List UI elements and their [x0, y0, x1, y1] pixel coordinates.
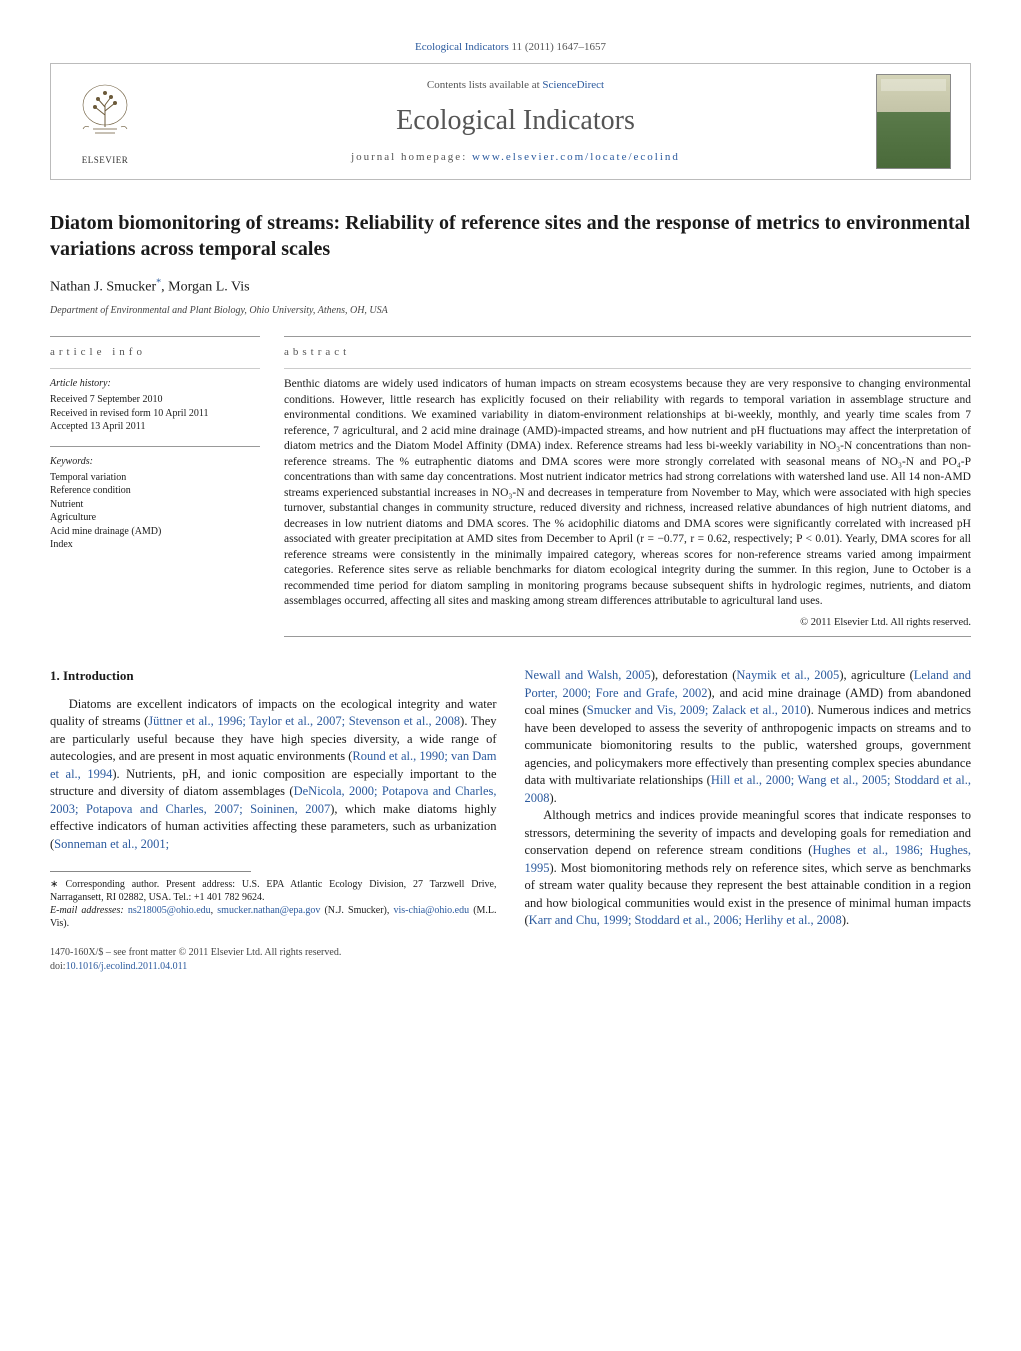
email-suffix: (N.J. Smucker), — [320, 905, 389, 916]
citation-link[interactable]: Karr and Chu, 1999; Stoddard et al., 200… — [529, 913, 842, 927]
sciencedirect-link[interactable]: ScienceDirect — [542, 79, 604, 91]
journal-banner: ELSEVIER Contents lists available at Sci… — [50, 63, 971, 180]
corr-text: Corresponding author. Present address: U… — [50, 879, 497, 903]
email-link-2[interactable]: smucker.nathan@epa.gov — [217, 905, 320, 916]
keyword-item: Acid mine drainage (AMD) — [50, 525, 260, 539]
email-link-1[interactable]: ns218005@ohio.edu — [128, 905, 211, 916]
body-column-right: Newall and Walsh, 2005), deforestation (… — [525, 667, 972, 974]
journal-cover-icon — [876, 74, 951, 169]
issn-copyright-line: 1470-160X/$ – see front matter © 2011 El… — [50, 946, 497, 960]
sd-prefix: Contents lists available at — [427, 79, 542, 91]
history-label: Article history: — [50, 377, 260, 391]
article-info-heading: article info — [50, 336, 260, 369]
affiliation: Department of Environmental and Plant Bi… — [50, 304, 971, 318]
authors-line: Nathan J. Smucker*, Morgan L. Vis — [50, 276, 971, 297]
footnote-star-icon: ∗ — [50, 879, 65, 890]
keywords-list: Temporal variation Reference condition N… — [50, 471, 260, 552]
history-accepted: Accepted 13 April 2011 — [50, 420, 260, 434]
elsevier-logo: ELSEVIER — [65, 77, 145, 167]
journal-title: Ecological Indicators — [155, 101, 876, 140]
email-footnote: E-mail addresses: ns218005@ohio.edu, smu… — [50, 904, 497, 930]
intro-paragraph-1-cont: Newall and Walsh, 2005), deforestation (… — [525, 667, 972, 807]
corresponding-author-footnote: ∗ Corresponding author. Present address:… — [50, 878, 497, 904]
publisher-name: ELSEVIER — [65, 154, 145, 167]
body-two-column: 1. Introduction Diatoms are excellent in… — [50, 667, 971, 974]
elsevier-tree-icon — [65, 77, 145, 147]
author-1: Nathan J. Smucker — [50, 280, 156, 295]
banner-center: Contents lists available at ScienceDirec… — [155, 78, 876, 166]
citation-link[interactable]: Sonneman et al., 2001; — [54, 837, 169, 851]
text-run: ), agriculture ( — [839, 668, 913, 682]
citation-link[interactable]: Jüttner et al., 1996; Taylor et al., 200… — [148, 714, 460, 728]
cover-thumbnail-block — [876, 74, 956, 169]
publisher-logo-block: ELSEVIER — [65, 77, 155, 167]
journal-header-citation: Ecological Indicators 11 (2011) 1647–165… — [50, 40, 971, 55]
doi-link[interactable]: 10.1016/j.ecolind.2011.04.011 — [66, 961, 188, 972]
author-2: , Morgan L. Vis — [161, 280, 249, 295]
journal-header-suffix: 11 (2011) 1647–1657 — [509, 41, 606, 53]
homepage-prefix: journal homepage: — [351, 151, 472, 163]
intro-paragraph-1: Diatoms are excellent indicators of impa… — [50, 696, 497, 854]
intro-heading: 1. Introduction — [50, 667, 497, 685]
keywords-label: Keywords: — [50, 455, 260, 469]
abstract-heading: abstract — [284, 336, 971, 369]
citation-link[interactable]: Newall and Walsh, 2005 — [525, 668, 651, 682]
journal-header-link[interactable]: Ecological Indicators — [415, 41, 509, 53]
email-link-3[interactable]: vis-chia@ohio.edu — [394, 905, 470, 916]
bottom-meta: 1470-160X/$ – see front matter © 2011 El… — [50, 946, 497, 974]
abstract-copyright: © 2011 Elsevier Ltd. All rights reserved… — [284, 616, 971, 631]
history-block: Article history: Received 7 September 20… — [50, 377, 260, 434]
article-title: Diatom biomonitoring of streams: Reliabi… — [50, 210, 971, 262]
text-run: ), deforestation ( — [651, 668, 737, 682]
keyword-item: Reference condition — [50, 484, 260, 498]
info-abstract-row: article info Article history: Received 7… — [50, 336, 971, 638]
email-label: E-mail addresses: — [50, 905, 124, 916]
doi-line: doi:10.1016/j.ecolind.2011.04.011 — [50, 960, 497, 974]
footnotes: ∗ Corresponding author. Present address:… — [50, 878, 497, 930]
homepage-line: journal homepage: www.elsevier.com/locat… — [155, 150, 876, 165]
abstract-column: abstract Benthic diatoms are widely used… — [284, 336, 971, 638]
history-received: Received 7 September 2010 — [50, 393, 260, 407]
keyword-item: Nutrient — [50, 498, 260, 512]
citation-link[interactable]: Naymik et al., 2005 — [736, 668, 839, 682]
footnote-rule — [50, 871, 251, 872]
abstract-text: Benthic diatoms are widely used indicato… — [284, 377, 971, 610]
body-column-left: 1. Introduction Diatoms are excellent in… — [50, 667, 497, 974]
doi-prefix: doi: — [50, 961, 66, 972]
article-info-column: article info Article history: Received 7… — [50, 336, 260, 638]
info-divider — [50, 446, 260, 447]
citation-link[interactable]: Smucker and Vis, 2009; Zalack et al., 20… — [587, 703, 807, 717]
homepage-link[interactable]: www.elsevier.com/locate/ecolind — [472, 151, 680, 163]
abstract-bottom-rule — [284, 636, 971, 637]
history-revised: Received in revised form 10 April 2011 — [50, 407, 260, 421]
keyword-item: Agriculture — [50, 511, 260, 525]
text-run: ). — [550, 791, 557, 805]
keyword-item: Temporal variation — [50, 471, 260, 485]
keyword-item: Index — [50, 538, 260, 552]
sciencedirect-line: Contents lists available at ScienceDirec… — [155, 78, 876, 93]
intro-paragraph-2: Although metrics and indices provide mea… — [525, 807, 972, 930]
keywords-block: Keywords: Temporal variation Reference c… — [50, 455, 260, 552]
text-run: ). — [842, 913, 849, 927]
page: Ecological Indicators 11 (2011) 1647–165… — [0, 0, 1021, 1004]
